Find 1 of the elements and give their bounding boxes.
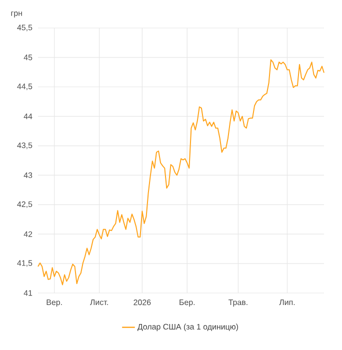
line-series <box>38 59 325 286</box>
